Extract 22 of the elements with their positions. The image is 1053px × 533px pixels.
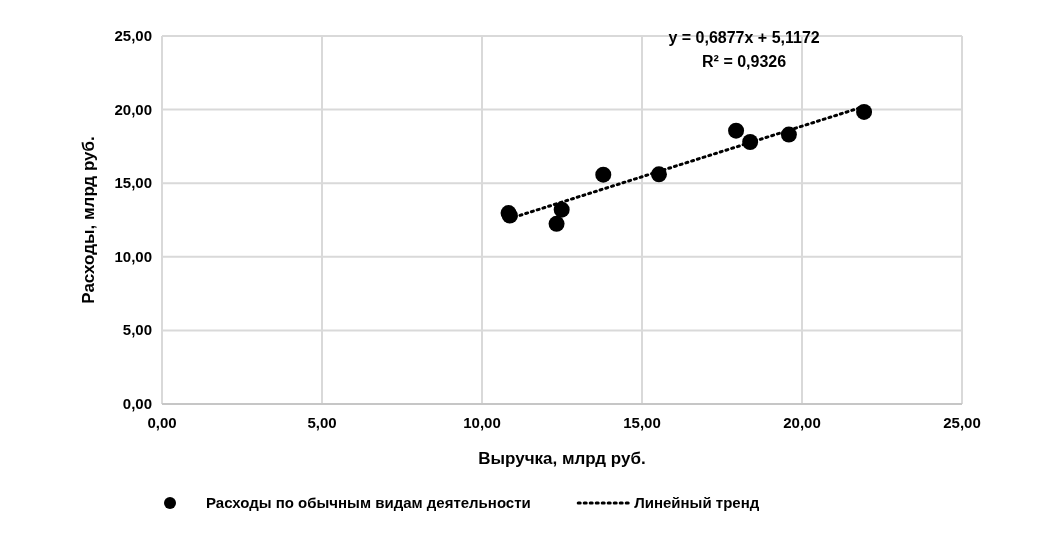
y-tick-label: 15,00 bbox=[114, 174, 152, 192]
y-tick-label: 0,00 bbox=[122, 395, 152, 412]
x-tick-label: 15,00 bbox=[623, 414, 661, 431]
x-tick-label: 25,00 bbox=[943, 414, 981, 431]
x-tick-label: 5,00 bbox=[307, 414, 337, 431]
annotation: R² = 0,9326 bbox=[702, 52, 787, 70]
y-tick-label: 5,00 bbox=[122, 321, 152, 339]
point bbox=[595, 166, 612, 183]
y-tick-label: 20,00 bbox=[114, 100, 152, 118]
y-tick-label: 25,00 bbox=[114, 27, 152, 44]
x-tick-label: 0,00 bbox=[147, 414, 177, 431]
x-tick-label: 20,00 bbox=[783, 414, 821, 431]
x-axis-title: Выручка, млрд руб. bbox=[478, 449, 646, 468]
legend-label: Линейный тренд bbox=[634, 494, 760, 511]
legend-label: Расходы по обычным видам деятельности bbox=[206, 494, 531, 511]
annotation: y = 0,6877x + 5,1172 bbox=[668, 28, 820, 46]
point bbox=[548, 215, 565, 232]
x-tick-label: 10,00 bbox=[463, 414, 501, 431]
y-axis-title: Расходы, млрд руб. bbox=[79, 136, 98, 304]
point bbox=[728, 122, 745, 139]
point bbox=[553, 201, 570, 218]
y-tick-label: 10,00 bbox=[114, 247, 152, 265]
